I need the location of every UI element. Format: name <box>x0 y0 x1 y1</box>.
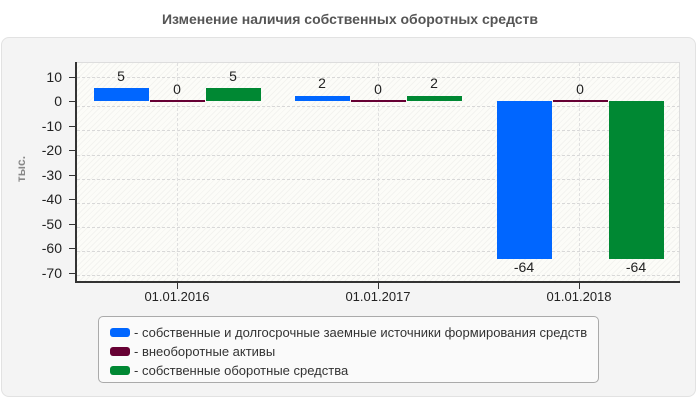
legend-label: - внеоборотные активы <box>134 344 276 359</box>
y-tick-label: -70 <box>41 265 62 281</box>
y-tick <box>69 175 75 176</box>
legend-item: - собственные оборотные средства <box>110 361 598 380</box>
legend-label: - собственные и долгосрочные заемные ист… <box>134 325 588 340</box>
y-tick <box>69 224 75 225</box>
y-tick <box>69 150 75 151</box>
y-tick <box>69 101 75 102</box>
bar-series2-2018 <box>553 100 608 102</box>
y-axis <box>75 62 77 283</box>
x-axis <box>75 281 680 283</box>
bar-series3-2016 <box>206 88 261 101</box>
chart-legend: - собственные и долгосрочные заемные ист… <box>98 316 599 383</box>
y-tick <box>69 199 75 200</box>
bar-series3-2017 <box>407 96 462 101</box>
legend-item: - собственные и долгосрочные заемные ист… <box>110 323 598 342</box>
bar-series1-2016 <box>94 88 149 101</box>
bar-series2-2016 <box>150 100 205 102</box>
x-tick-label: 01.01.2017 <box>345 289 411 304</box>
legend-swatch-icon <box>110 366 130 375</box>
y-tick-label: -10 <box>41 118 62 134</box>
y-tick-label: 0 <box>54 93 62 109</box>
bar-series3-2018 <box>609 101 664 259</box>
value-label: -64 <box>513 259 535 275</box>
y-tick-label: -50 <box>41 216 62 232</box>
y-tick-label: -60 <box>41 240 62 256</box>
x-tick <box>177 283 178 289</box>
legend-swatch-icon <box>110 347 130 356</box>
x-tick-label: 01.01.2018 <box>546 289 612 304</box>
value-label: 2 <box>318 75 326 91</box>
y-tick-label: -20 <box>41 142 62 158</box>
bar-series2-2017 <box>351 100 406 102</box>
legend-swatch-icon <box>110 328 130 337</box>
y-tick-label: -30 <box>41 167 62 183</box>
y-tick <box>69 126 75 127</box>
value-label: 5 <box>229 68 237 84</box>
value-label: 2 <box>430 75 438 91</box>
y-tick-label: -40 <box>41 191 62 207</box>
value-label: 0 <box>576 81 584 97</box>
legend-label: - собственные оборотные средства <box>134 363 349 378</box>
gridline-vertical <box>378 63 379 281</box>
x-tick <box>579 283 580 289</box>
y-tick <box>69 77 75 78</box>
value-label: 5 <box>117 68 125 84</box>
bar-series1-2018 <box>497 101 552 259</box>
y-tick <box>69 273 75 274</box>
chart-title: Изменение наличия собственных оборотных … <box>161 11 539 27</box>
bar-series1-2017 <box>295 96 350 101</box>
gridline-vertical <box>177 63 178 281</box>
x-tick <box>378 283 379 289</box>
value-label: -64 <box>625 259 647 275</box>
y-axis-title: тыс. <box>14 155 28 183</box>
x-tick-label: 01.01.2016 <box>144 289 210 304</box>
y-tick-label: 10 <box>46 69 62 85</box>
value-label: 0 <box>374 81 382 97</box>
gridline-vertical <box>579 63 580 281</box>
y-tick <box>69 248 75 249</box>
legend-item: - внеоборотные активы <box>110 342 598 361</box>
value-label: 0 <box>173 81 181 97</box>
